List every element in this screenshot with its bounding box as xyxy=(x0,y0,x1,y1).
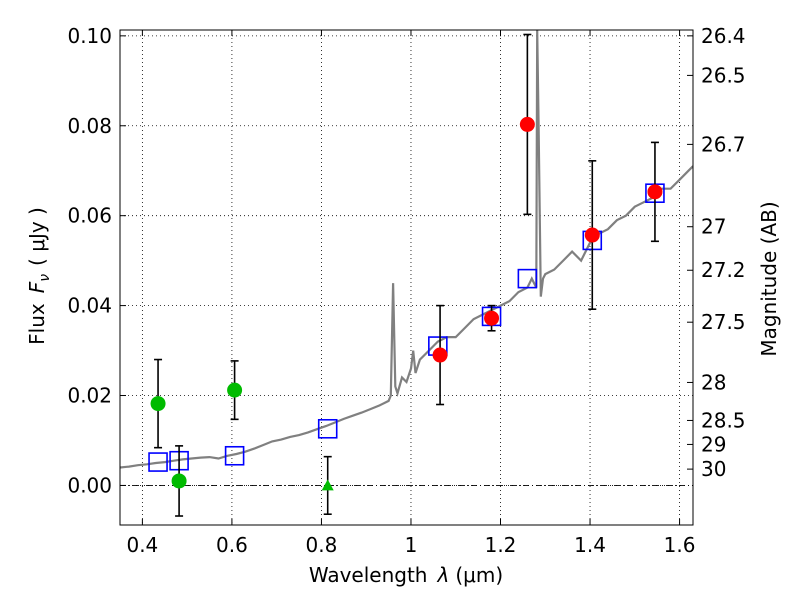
y-tick-label: 0.00 xyxy=(67,473,112,497)
model-photometry-point xyxy=(148,452,168,472)
x-tick-label: 0.6 xyxy=(216,533,248,557)
y-axis-label-unit: ( μJy ) xyxy=(25,207,49,266)
magnitude-tick-label: 27.5 xyxy=(701,310,746,334)
upper-limit-point xyxy=(321,479,334,491)
plot-area xyxy=(120,30,693,517)
observed-flux-point xyxy=(432,347,448,363)
x-axis-label-symbol: λ xyxy=(437,563,450,587)
y-tick-label: 0.06 xyxy=(67,204,112,228)
y-tick-label: 0.02 xyxy=(67,384,112,408)
x-axis-label-name: Wavelength xyxy=(309,563,428,587)
plot-frame xyxy=(119,29,694,526)
y-axis-label-subscript: ν xyxy=(37,274,53,282)
magnitude-tick-label: 26.5 xyxy=(701,63,746,87)
y-axis-label: Flux Fν ( μJy ) xyxy=(25,207,53,345)
magnitude-tick-label: 26.4 xyxy=(701,24,746,48)
magnitude-tick-label: 27.2 xyxy=(701,258,746,282)
observed-flux-point xyxy=(519,116,535,132)
model-photometry-point xyxy=(517,268,538,289)
x-axis-label: Wavelength λ (μm) xyxy=(309,563,503,587)
observed-flux-point xyxy=(150,396,166,412)
y-tick-label: 0.04 xyxy=(67,294,112,318)
observed-flux-point xyxy=(227,382,243,398)
y-axis-label-symbol: F xyxy=(25,281,49,293)
y-tick-label: 0.10 xyxy=(67,24,112,48)
model-spectrum-line xyxy=(120,30,693,469)
y-axis-label-name: Flux xyxy=(25,303,49,345)
magnitude-axis-label: Magnitude (AB) xyxy=(757,201,781,356)
y-tick-label: 0.08 xyxy=(67,114,112,138)
x-tick-label: 1.2 xyxy=(485,533,517,557)
magnitude-tick-label: 30 xyxy=(701,457,726,481)
grid-layer xyxy=(120,30,693,525)
model-photometry-point xyxy=(317,418,338,439)
data-marks xyxy=(148,33,665,517)
x-tick-label: 1 xyxy=(405,533,418,557)
magnitude-tick-label: 26.7 xyxy=(701,132,746,156)
observed-flux-point xyxy=(484,310,500,326)
observed-flux-point xyxy=(647,184,663,200)
x-axis-label-unit: (μm) xyxy=(455,563,503,587)
axis-ticks: 0.4 0.6 0.8 1 1.2 1.4 1.6 0.00 0.02 0.04 0.06 0.08 0… xyxy=(67,24,745,557)
model-photometry-point xyxy=(224,445,245,466)
x-tick-label: 0.8 xyxy=(306,533,338,557)
magnitude-tick-label: 28.5 xyxy=(701,408,746,432)
x-tick-label: 1.4 xyxy=(574,533,606,557)
magnitude-tick-label: 29 xyxy=(701,432,726,456)
x-tick-label: 0.4 xyxy=(126,533,158,557)
magnitude-tick-label: 28 xyxy=(701,370,726,394)
x-tick-label: 1.6 xyxy=(664,533,696,557)
observed-flux-point xyxy=(171,473,187,489)
observed-flux-point xyxy=(584,227,600,243)
magnitude-tick-label: 27 xyxy=(701,215,726,239)
